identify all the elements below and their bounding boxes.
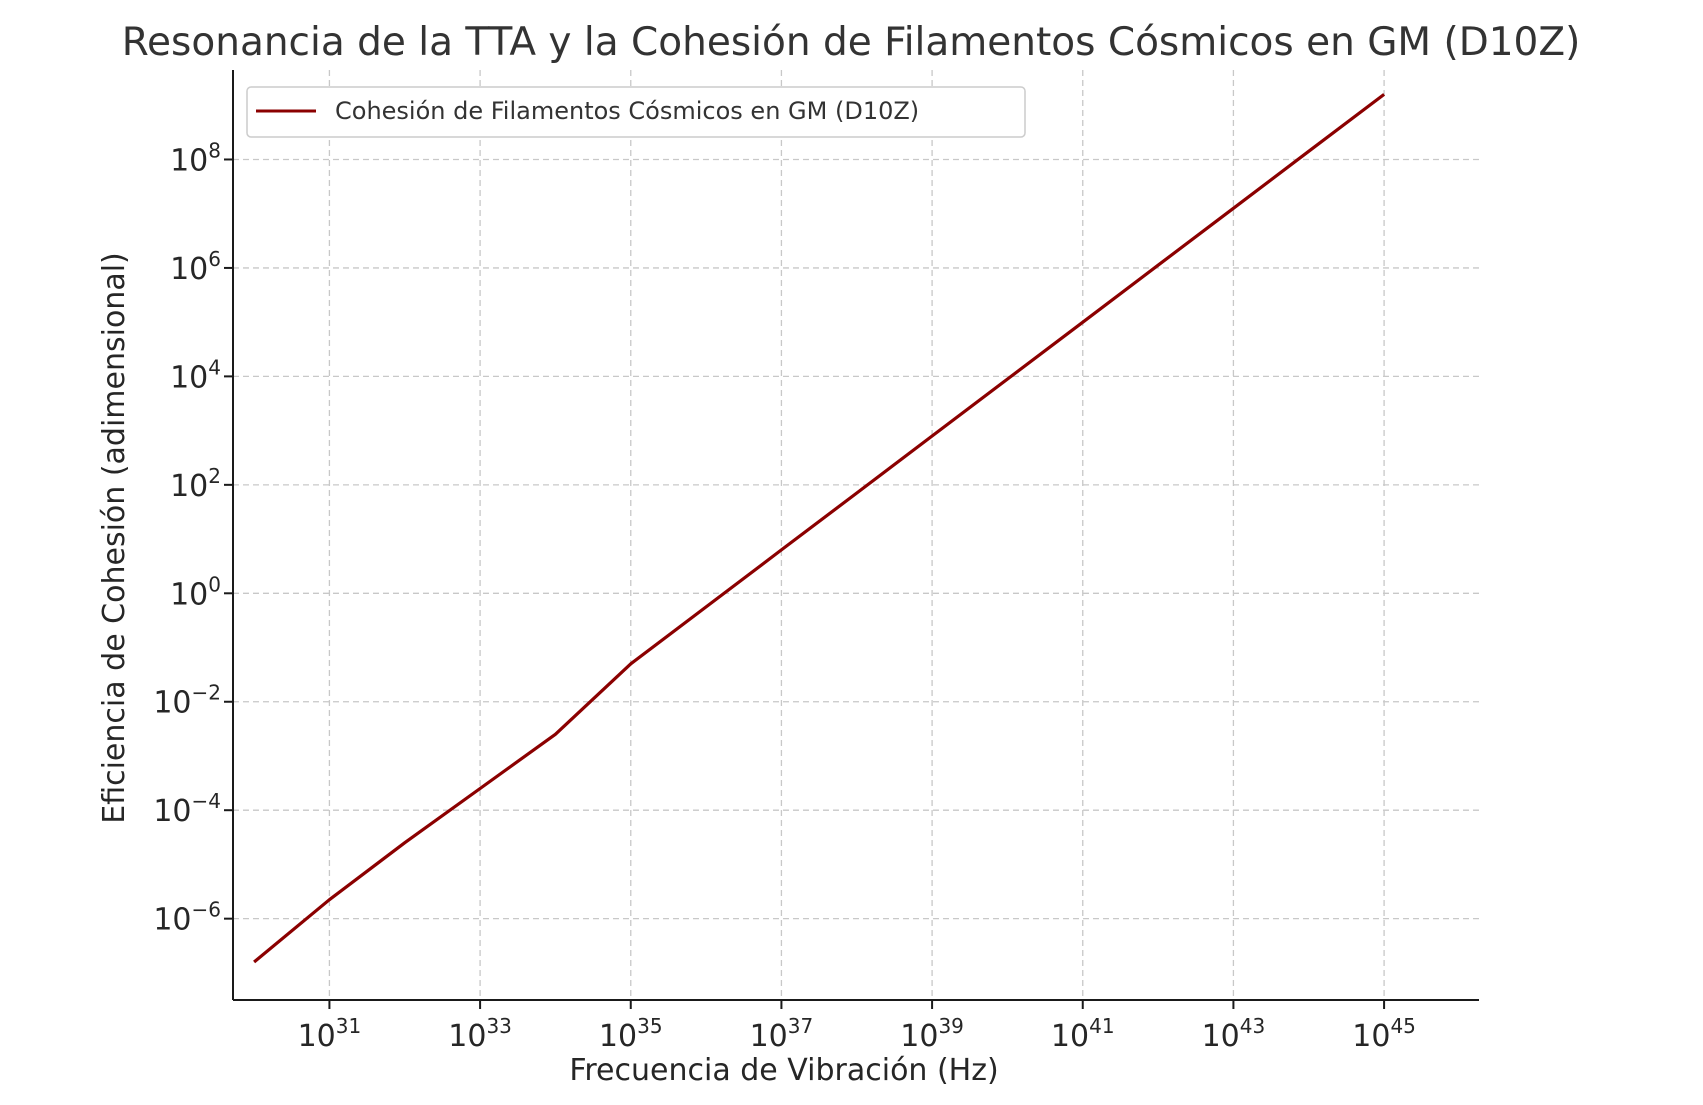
legend-frame bbox=[246, 86, 1026, 138]
x-tick-label: 1037 bbox=[750, 1014, 814, 1054]
legend-label: Cohesión de Filamentos Cósmicos en GM (D… bbox=[335, 97, 919, 125]
y-tick-label: 10−6 bbox=[153, 898, 221, 938]
y-tick-label: 10−4 bbox=[153, 789, 221, 829]
y-tick-label: 108 bbox=[170, 138, 221, 178]
x-tick-label: 1041 bbox=[1051, 1014, 1115, 1054]
x-tick-label: 1035 bbox=[599, 1014, 663, 1054]
axes-spines bbox=[232, 70, 1479, 1001]
x-axis-ticks: 1031 1033 1035 1037 1039 1041 1043 1045 bbox=[298, 1000, 1416, 1054]
x-tick-label: 1033 bbox=[448, 1014, 512, 1054]
series-layer bbox=[253, 93, 1386, 964]
chart-title: Resonancia de la TTA y la Cohesión de Fi… bbox=[122, 20, 1581, 65]
y-axis-ticks: 10−6 10−4 10−2 100 102 104 106 108 bbox=[153, 138, 233, 938]
x-tick-label: 1031 bbox=[298, 1014, 362, 1054]
x-tick-label: 1043 bbox=[1202, 1014, 1266, 1054]
x-tick-label: 1045 bbox=[1352, 1014, 1416, 1054]
series-line bbox=[253, 93, 1386, 964]
x-tick-label: 1039 bbox=[900, 1014, 964, 1054]
y-tick-label: 104 bbox=[170, 355, 221, 395]
grid bbox=[233, 70, 1479, 1000]
y-tick-label: 100 bbox=[170, 572, 221, 612]
y-tick-label: 10−2 bbox=[153, 681, 221, 721]
y-tick-label: 106 bbox=[170, 247, 221, 287]
y-axis-label: Eficiencia de Cohesión (adimensional) bbox=[97, 252, 132, 824]
y-tick-label: 102 bbox=[170, 464, 221, 504]
x-axis-label: Frecuencia de Vibración (Hz) bbox=[569, 1053, 998, 1088]
legend: Cohesión de Filamentos Cósmicos en GM (D… bbox=[246, 86, 1026, 138]
